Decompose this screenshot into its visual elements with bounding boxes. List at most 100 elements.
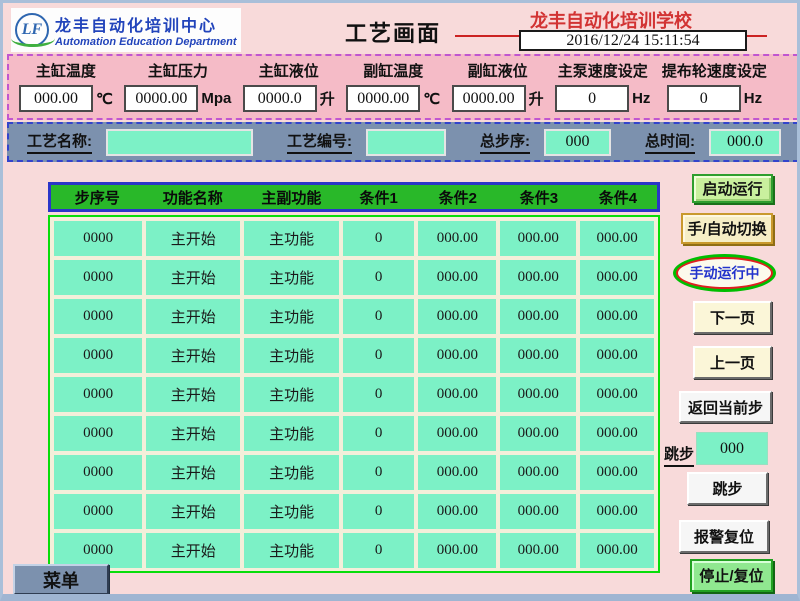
step-cell[interactable]: 0 (342, 260, 415, 295)
prev-page-button[interactable]: 上一页 (693, 346, 772, 379)
recipe-name-input[interactable] (106, 128, 253, 156)
field-value-box: 000.00 (19, 85, 93, 112)
step-cell[interactable]: 0000 (54, 416, 143, 451)
step-cell[interactable]: 000.00 (418, 260, 497, 295)
step-cell[interactable]: 000.00 (500, 299, 577, 334)
column-header: 条件1 (359, 189, 398, 207)
return-current-step-button[interactable]: 返回当前步 (679, 391, 772, 423)
step-cell[interactable]: 000.00 (500, 416, 577, 451)
step-cell[interactable]: 0 (342, 377, 415, 412)
step-cell[interactable]: 0000 (54, 533, 143, 568)
step-cell[interactable]: 主开始 (146, 377, 241, 412)
field-unit: Hz (743, 90, 763, 107)
field-label: 主泵速度设定 (557, 63, 648, 80)
step-cell[interactable]: 主开始 (146, 416, 241, 451)
step-table-header: 步序号 功能名称 主副功能 条件1 条件2 条件3 条件4 (48, 182, 660, 212)
column-header: 主副功能 (261, 189, 322, 207)
step-cell[interactable]: 0 (342, 221, 415, 256)
step-cell[interactable]: 000.00 (580, 416, 654, 451)
step-cell[interactable]: 000.00 (580, 377, 654, 412)
step-cell[interactable]: 0000 (54, 221, 143, 256)
jump-step-input[interactable]: 000 (696, 432, 768, 465)
step-cell[interactable]: 0000 (54, 455, 143, 490)
step-cell[interactable]: 主功能 (244, 338, 339, 373)
step-cell[interactable]: 000.00 (500, 338, 577, 373)
jump-step-button[interactable]: 跳步 (687, 472, 768, 505)
step-cell[interactable]: 000.00 (580, 494, 654, 529)
step-cell[interactable]: 000.00 (418, 533, 497, 568)
page-title: 工艺画面 (344, 21, 441, 46)
field-value-box: 0000.00 (451, 85, 526, 112)
step-cell[interactable]: 000.00 (580, 260, 654, 295)
step-cell[interactable]: 0 (342, 299, 415, 334)
step-cell[interactable]: 主开始 (146, 533, 241, 568)
step-cell[interactable]: 000.00 (418, 299, 497, 334)
step-cell[interactable]: 0 (342, 533, 415, 568)
step-cell[interactable]: 0 (342, 455, 415, 490)
step-cell[interactable]: 000.00 (418, 338, 497, 373)
step-cell[interactable]: 主开始 (146, 494, 241, 529)
step-table-body: 0000 主开始 主功能 0 000.00 000.00 000.00 0000 主开始 主功能 0… (48, 215, 660, 573)
field-value-box[interactable]: 0 (666, 85, 741, 112)
field-unit: ℃ (96, 90, 113, 108)
step-cell[interactable]: 主功能 (244, 533, 339, 568)
step-cell[interactable]: 000.00 (418, 221, 497, 256)
step-cell[interactable]: 000.00 (418, 494, 497, 529)
step-cell[interactable]: 000.00 (418, 455, 497, 490)
step-cell[interactable]: 000.00 (500, 494, 577, 529)
menu-button[interactable]: 菜单 (13, 564, 109, 594)
step-cell[interactable]: 000.00 (580, 221, 654, 256)
field-value-row: 000.00 ℃ (19, 85, 113, 112)
step-cell[interactable]: 000.00 (500, 455, 577, 490)
field-value-box: 0000.00 (124, 85, 199, 112)
recipe-number-label: 工艺编号: (287, 130, 352, 154)
step-cell[interactable]: 主开始 (146, 338, 241, 373)
step-cell[interactable]: 主开始 (146, 455, 241, 490)
step-cell[interactable]: 000.00 (418, 416, 497, 451)
step-cell[interactable]: 主功能 (244, 377, 339, 412)
step-cell[interactable]: 主功能 (244, 455, 339, 490)
recipe-number-input[interactable] (366, 128, 446, 156)
step-cell[interactable]: 0000 (54, 338, 143, 373)
step-cell[interactable]: 0000 (54, 494, 143, 529)
step-cell[interactable]: 主开始 (146, 221, 241, 256)
step-cell[interactable]: 主功能 (244, 494, 339, 529)
field-unit: 升 (528, 91, 544, 108)
step-cell[interactable]: 000.00 (580, 455, 654, 490)
step-cell[interactable]: 主开始 (146, 299, 241, 334)
process-field: 副缸温度 0000.00 ℃ (346, 60, 440, 118)
total-time-label: 总时间: (645, 130, 695, 154)
step-cell[interactable]: 0000 (54, 377, 143, 412)
step-cell[interactable]: 0 (342, 416, 415, 451)
step-cell[interactable]: 主功能 (244, 221, 339, 256)
stop-reset-button[interactable]: 停止/复位 (690, 559, 773, 592)
step-cell[interactable]: 000.00 (500, 260, 577, 295)
step-cell[interactable]: 000.00 (500, 377, 577, 412)
manual-auto-switch-button[interactable]: 手/自动切换 (681, 213, 773, 244)
step-cell[interactable]: 主开始 (146, 260, 241, 295)
field-value-row: 0000.00 升 (451, 85, 544, 112)
step-cell[interactable]: 0 (342, 494, 415, 529)
step-cell[interactable]: 主功能 (244, 416, 339, 451)
step-cell[interactable]: 主功能 (244, 299, 339, 334)
step-cell[interactable]: 0 (342, 338, 415, 373)
step-cell[interactable]: 000.00 (500, 533, 577, 568)
field-label: 副缸温度 (363, 63, 424, 80)
step-cell[interactable]: 000.00 (418, 377, 497, 412)
step-cell[interactable]: 0000 (54, 299, 143, 334)
step-cell[interactable]: 000.00 (580, 299, 654, 334)
next-page-button[interactable]: 下一页 (693, 301, 772, 334)
column-header: 条件4 (598, 189, 638, 207)
step-cell[interactable]: 000.00 (580, 533, 654, 568)
field-value-box[interactable]: 0 (555, 85, 630, 112)
step-cell[interactable]: 主功能 (244, 260, 339, 295)
field-unit: Hz (632, 90, 651, 107)
step-cell[interactable]: 000.00 (580, 338, 654, 373)
recipe-number-group: 工艺编号: (287, 128, 446, 156)
step-cell[interactable]: 0000 (54, 260, 143, 295)
logo-text: 龙丰自动化培训中心 Automation Education Departmen… (55, 12, 237, 48)
start-run-button[interactable]: 启动运行 (692, 174, 773, 203)
step-cell[interactable]: 000.00 (500, 221, 577, 256)
alarm-reset-button[interactable]: 报警复位 (679, 520, 769, 553)
